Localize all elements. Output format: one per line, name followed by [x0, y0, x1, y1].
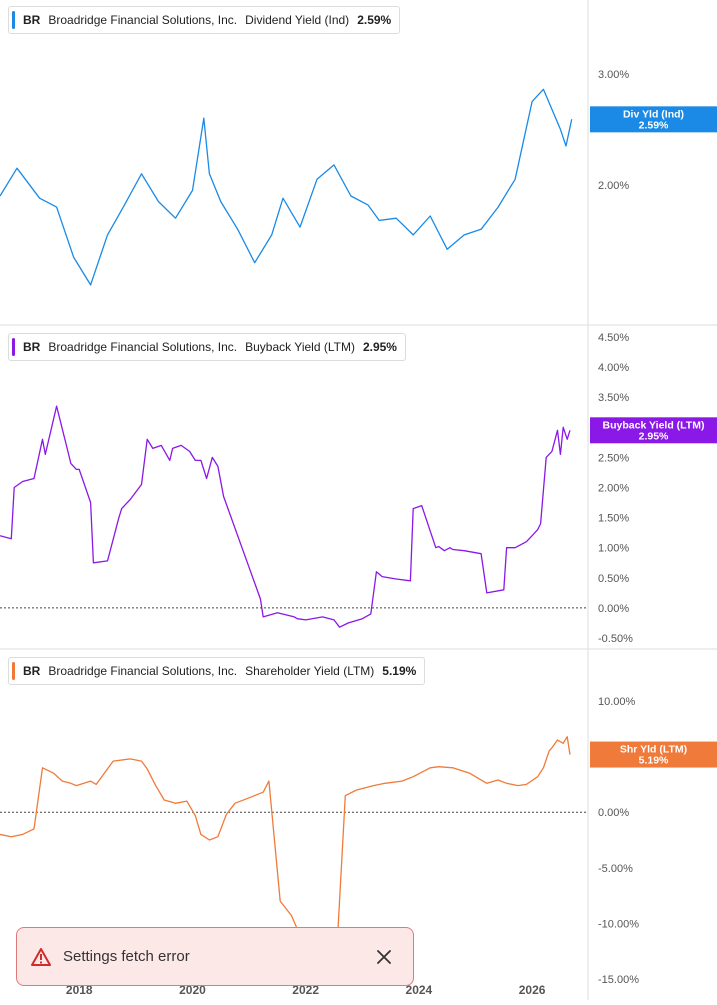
x-tick-label: 2018 [66, 983, 93, 997]
current-value-tag: Shr Yld (LTM)5.19% [590, 741, 717, 768]
y-tick-label: 1.50% [598, 513, 629, 525]
y-tick-label: -10.00% [598, 918, 639, 930]
chart-legend-buyback-yield: BR Broadridge Financial Solutions, Inc. … [8, 333, 406, 361]
metric-value: 2.59% [357, 13, 392, 27]
tag-label: 5.19% [639, 755, 669, 767]
series-color-swatch [12, 11, 15, 29]
toast-message: Settings fetch error [63, 948, 190, 965]
current-value-tag: Div Yld (Ind)2.59% [590, 106, 717, 133]
series-line [0, 736, 571, 958]
tag-label: 2.59% [639, 119, 669, 131]
series-color-swatch [12, 338, 15, 356]
y-tick-label: 0.00% [598, 603, 629, 615]
warning-triangle-icon [31, 947, 51, 967]
y-tick-label: -0.50% [598, 633, 633, 645]
y-tick-label: 4.50% [598, 332, 629, 344]
company-name: Broadridge Financial Solutions, Inc. [48, 340, 238, 354]
tag-label: Buyback Yield (LTM) [603, 419, 705, 431]
tag-label: Div Yld (Ind) [623, 108, 684, 120]
y-tick-label: 3.50% [598, 392, 629, 404]
chart-legend-shareholder-yield: BR Broadridge Financial Solutions, Inc. … [8, 657, 426, 685]
tag-label: 2.95% [639, 430, 669, 442]
y-tick-label: 1.00% [598, 543, 629, 555]
y-tick-label: 3.00% [598, 69, 629, 81]
x-tick-label: 2024 [406, 983, 433, 997]
y-tick-label: 0.50% [598, 573, 629, 585]
y-tick-label: -5.00% [598, 863, 633, 875]
metric-value: 2.95% [362, 340, 397, 354]
metric-name: Dividend Yield (Ind) [245, 13, 350, 27]
x-tick-label: 2022 [292, 983, 319, 997]
series-line [0, 405, 571, 628]
y-tick-label: 10.00% [598, 696, 636, 708]
ticker-label: BR [23, 340, 41, 354]
ticker-label: BR [23, 664, 41, 678]
y-tick-label: -15.00% [598, 974, 639, 986]
series-color-swatch [12, 662, 15, 680]
metric-name: Shareholder Yield (LTM) [245, 664, 375, 678]
metric-value: 5.19% [382, 664, 417, 678]
y-tick-label: 4.00% [598, 362, 629, 374]
close-icon[interactable] [367, 940, 401, 974]
y-tick-label: 2.00% [598, 483, 629, 495]
y-tick-label: 2.00% [598, 180, 629, 192]
x-tick-label: 2020 [179, 983, 206, 997]
current-value-tag: Buyback Yield (LTM)2.95% [590, 417, 717, 444]
company-name: Broadridge Financial Solutions, Inc. [48, 664, 238, 678]
x-tick-label: 2026 [519, 983, 546, 997]
chart-legend-dividend-yield: BR Broadridge Financial Solutions, Inc. … [8, 6, 401, 34]
y-tick-label: 0.00% [598, 807, 629, 819]
series-line [0, 88, 573, 286]
company-name: Broadridge Financial Solutions, Inc. [48, 13, 238, 27]
y-tick-label: 2.50% [598, 452, 629, 464]
error-toast: Settings fetch error [16, 927, 414, 986]
ticker-label: BR [23, 13, 41, 27]
metric-name: Buyback Yield (LTM) [245, 340, 355, 354]
tag-label: Shr Yld (LTM) [620, 744, 687, 756]
